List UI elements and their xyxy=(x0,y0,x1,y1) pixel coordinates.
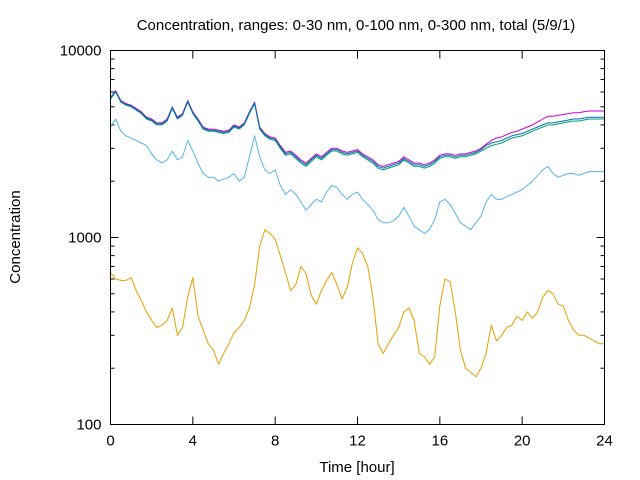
axis-ticks: 0 4 8 12 16 20 24 100 1000 10000 xyxy=(60,43,613,450)
y-axis-label: Concentration xyxy=(7,190,24,283)
plot-series xyxy=(110,90,605,378)
series-line-4 xyxy=(110,90,605,167)
chart-title: Concentration, ranges: 0-30 nm, 0-100 nm… xyxy=(137,17,576,34)
x-tick-label: 12 xyxy=(349,433,366,450)
x-axis-label: Time [hour] xyxy=(319,459,394,476)
y-tick-label: 1000 xyxy=(68,230,101,247)
series-line-3 xyxy=(110,91,605,171)
x-tick-label: 0 xyxy=(106,433,114,450)
x-tick-label: 20 xyxy=(514,433,531,450)
plot-frame xyxy=(110,50,605,425)
x-tick-label: 16 xyxy=(431,433,448,450)
y-tick-label: 100 xyxy=(76,417,101,434)
y-tick-label: 10000 xyxy=(60,43,102,60)
x-tick-label: 8 xyxy=(271,433,279,450)
series-line-1 xyxy=(110,229,605,378)
series-line-2 xyxy=(110,118,605,234)
x-tick-label: 4 xyxy=(189,433,197,450)
series-line-5 xyxy=(110,90,605,169)
x-tick-label: 24 xyxy=(596,433,613,450)
